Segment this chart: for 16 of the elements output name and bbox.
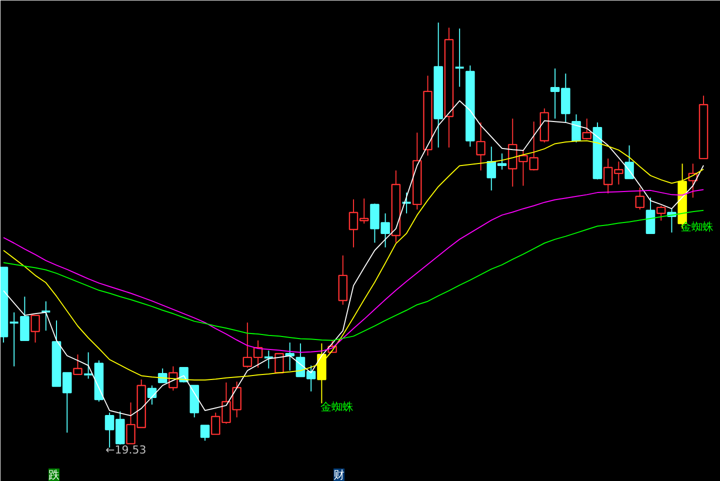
candlestick [454, 28, 465, 88]
candlestick [40, 300, 52, 332]
candlestick [434, 22, 443, 148]
annotation: 金蜘蛛 [680, 220, 714, 234]
annotation: ←19.53 [106, 444, 146, 456]
text: 财 [334, 468, 344, 481]
candlestick [412, 132, 422, 210]
candlestick [688, 163, 698, 198]
candlestick [476, 122, 486, 171]
candlestick [423, 75, 432, 156]
text: 跌 [48, 468, 60, 481]
candlestick [391, 170, 401, 244]
candlestick [444, 27, 454, 148]
annotation: 金蜘蛛 [320, 400, 354, 414]
candlestick [285, 342, 294, 372]
candlestick [83, 352, 94, 380]
